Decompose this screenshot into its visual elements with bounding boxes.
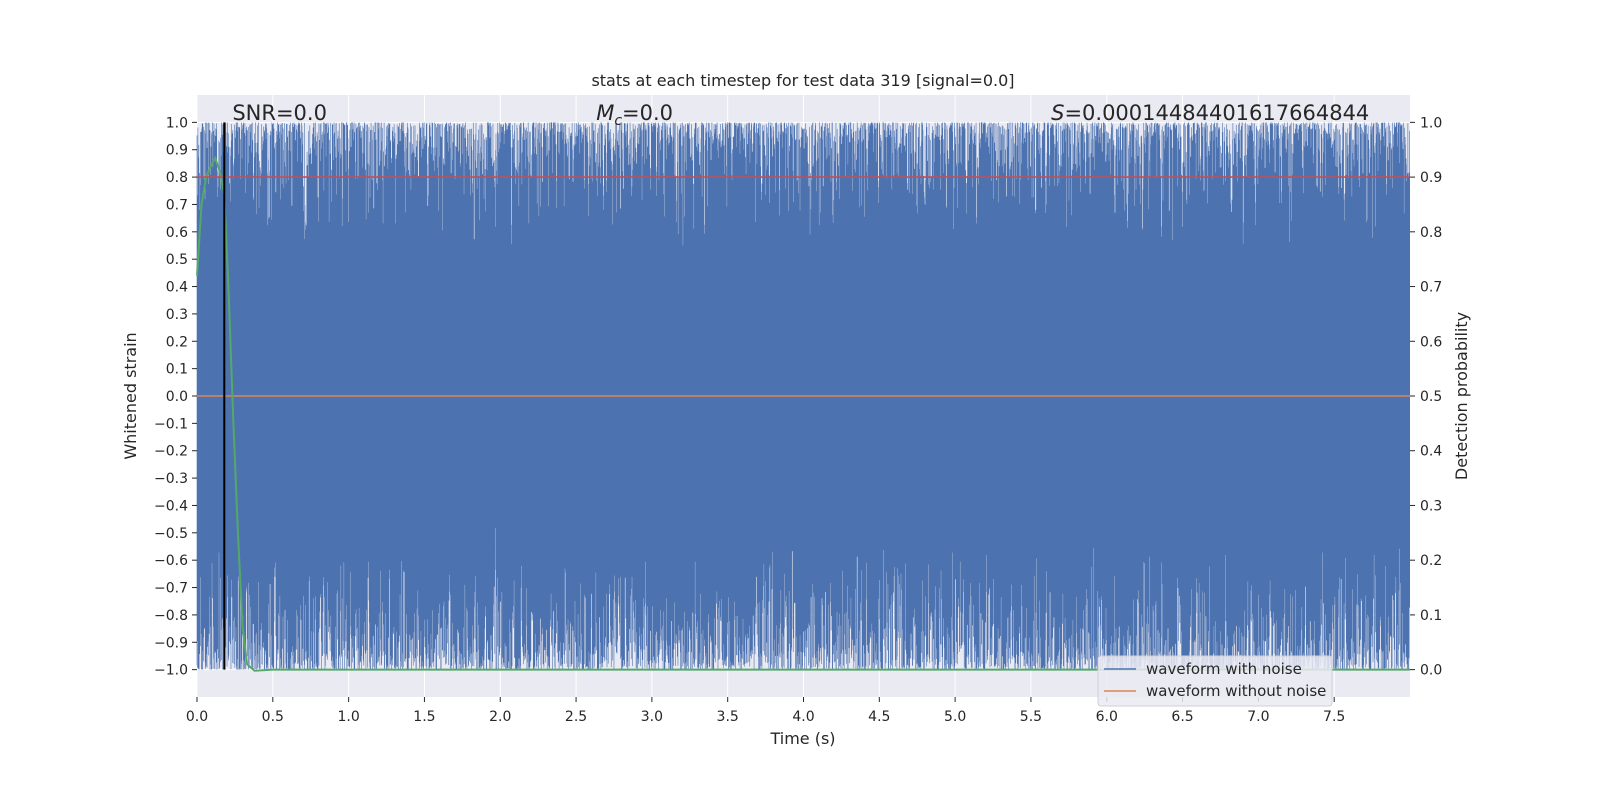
series-lines <box>196 122 1410 672</box>
y-tick-label: 0.9 <box>166 143 188 159</box>
y-tick-label: −0.5 <box>154 526 188 542</box>
y-tick-label: 0.3 <box>166 307 188 323</box>
y-tick-label: −0.6 <box>154 553 188 569</box>
y-tick-label: 0.2 <box>166 334 188 350</box>
x-tick-label: 2.5 <box>565 709 587 725</box>
y-tick-label: −0.1 <box>154 416 188 432</box>
y-right-tick-label: 0.1 <box>1420 608 1442 624</box>
y-right-tick-label: 0.4 <box>1420 444 1442 460</box>
y-right-tick-label: 1.0 <box>1420 115 1442 131</box>
x-tick-label: 7.5 <box>1323 709 1345 725</box>
series-waveform-with-noise <box>196 122 1410 670</box>
annotation-0: SNR=0.0 <box>232 101 327 125</box>
x-tick-label: 0.0 <box>186 709 208 725</box>
y-right-tick-label: 0.3 <box>1420 498 1442 514</box>
y-tick-label: 0.6 <box>166 225 188 241</box>
y-right-tick-label: 0.9 <box>1420 170 1442 186</box>
y-tick-label: −0.9 <box>154 635 188 651</box>
y-tick-label: 1.0 <box>166 115 188 131</box>
legend: waveform with noise waveform without noi… <box>1097 655 1333 707</box>
x-tick-label: 3.0 <box>641 709 663 725</box>
x-tick-label: 0.5 <box>262 709 284 725</box>
legend-entry-waveform-with-noise: waveform with noise <box>1146 660 1302 678</box>
y-axis-ticks: 1.0 0.9 0.8 0.7 0.6 0.5 0.4 0.3 0.2 0.1 0.0 −0.1 −0.… <box>154 115 197 679</box>
legend-box <box>1097 655 1333 707</box>
y-right-tick-label: 0.8 <box>1420 225 1442 241</box>
y-tick-label: −1.0 <box>154 663 188 679</box>
chart-title: stats at each timestep for test data 319… <box>591 71 1014 90</box>
x-tick-label: 4.5 <box>868 709 890 725</box>
y-right-tick-label: 0.5 <box>1420 389 1442 405</box>
x-tick-label: 1.5 <box>413 709 435 725</box>
y-right-tick-label: 0.2 <box>1420 553 1442 569</box>
x-tick-label: 4.0 <box>792 709 814 725</box>
y-tick-label: 0.1 <box>166 362 188 378</box>
x-axis-ticks: 0.0 0.5 1.0 1.5 2.0 2.5 3.0 3.5 4.0 4.5 5.0 5.5 6.0 6… <box>186 697 1345 725</box>
legend-entry-waveform-without-noise: waveform without noise <box>1146 682 1326 700</box>
annotation-1: Mc=0.0 <box>596 101 673 129</box>
y-right-tick-label: 0.7 <box>1420 280 1442 296</box>
noise-waveform-path <box>196 122 1410 670</box>
y-tick-label: 0.8 <box>166 170 188 186</box>
y-tick-label: −0.7 <box>154 581 188 597</box>
x-tick-label: 2.0 <box>489 709 511 725</box>
x-tick-label: 1.0 <box>337 709 359 725</box>
series-line-detection-probability <box>196 155 1410 672</box>
y-right-tick-label: 0.6 <box>1420 334 1442 350</box>
x-tick-label: 3.5 <box>717 709 739 725</box>
y-tick-label: 0.7 <box>166 197 188 213</box>
x-axis-label: Time (s) <box>769 729 835 748</box>
y-tick-label: −0.8 <box>154 608 188 624</box>
x-tick-label: 7.0 <box>1247 709 1269 725</box>
x-tick-label: 6.0 <box>1096 709 1118 725</box>
y-right-axis-ticks: 1.0 0.9 0.8 0.7 0.6 0.5 0.4 0.3 0.2 0.1 0.0 <box>1410 115 1442 679</box>
annotations: SNR=0.0 Mc=0.0 S=0.00014484401617664844 <box>232 101 1369 129</box>
y-tick-label: −0.2 <box>154 444 188 460</box>
y-tick-label: 0.0 <box>166 389 188 405</box>
y-tick-label: 0.4 <box>166 280 188 296</box>
y-tick-label: 0.5 <box>166 252 188 268</box>
annotation-2: S=0.00014484401617664844 <box>1051 101 1369 125</box>
y-right-tick-label: 0.0 <box>1420 663 1442 679</box>
x-tick-label: 6.5 <box>1171 709 1193 725</box>
x-tick-label: 5.5 <box>1020 709 1042 725</box>
x-tick-label: 5.0 <box>944 709 966 725</box>
y-right-axis-label: Detection probability <box>1452 312 1471 480</box>
y-tick-label: −0.4 <box>154 498 188 514</box>
y-tick-label: −0.3 <box>154 471 188 487</box>
y-axis-label: Whitened strain <box>121 332 140 459</box>
